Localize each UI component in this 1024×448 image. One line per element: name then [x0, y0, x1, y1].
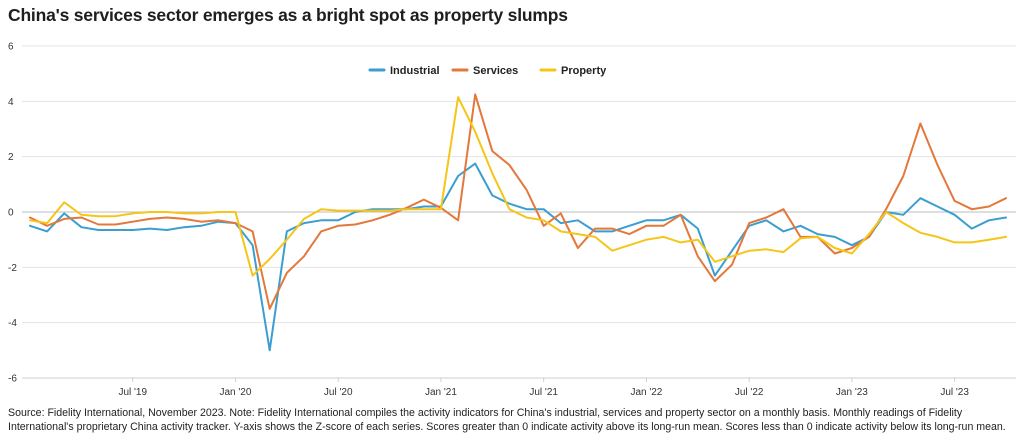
series-line-property	[29, 96, 1007, 277]
x-tick-label: Jul '22	[735, 387, 764, 398]
x-tick-label: Jul '20	[324, 387, 353, 398]
axes: 6 4 2 0 -2 -4 -6 Jul '19 Jan '20 Jul '20 Jan '21 Ju…	[8, 42, 1016, 398]
x-tick-label: Jan '22	[630, 387, 662, 398]
x-tick-label: Jan '23	[836, 387, 868, 398]
x-tick-label: Jan '21	[425, 387, 457, 398]
x-tick-label: Jul '23	[940, 387, 969, 398]
source-note: Source: Fidelity International, November…	[8, 407, 1006, 433]
y-tick-label: 4	[8, 97, 14, 108]
y-tick-label: -2	[8, 263, 17, 274]
legend-label: Property	[561, 65, 607, 77]
legend: Industrial Services Property	[368, 65, 607, 77]
chart-title: China's services sector emerges as a bri…	[8, 5, 568, 25]
y-tick-label: 0	[8, 208, 14, 219]
x-tick-label: Jul '21	[529, 387, 558, 398]
series-lines	[29, 93, 1007, 352]
x-tick-label: Jan '20	[220, 387, 252, 398]
y-tick-label: 6	[8, 42, 14, 53]
y-tick-label: -6	[8, 374, 17, 385]
series-line-services	[29, 93, 1007, 310]
legend-label: Services	[473, 65, 518, 77]
legend-label: Industrial	[390, 65, 440, 77]
x-tick-label: Jul '19	[118, 387, 147, 398]
line-chart: 6 4 2 0 -2 -4 -6 Jul '19 Jan '20 Jul '20 Jan '21 Ju…	[8, 42, 1016, 398]
series-line-industrial	[29, 162, 1007, 352]
y-tick-label: -4	[8, 318, 17, 329]
y-tick-label: 2	[8, 152, 14, 163]
